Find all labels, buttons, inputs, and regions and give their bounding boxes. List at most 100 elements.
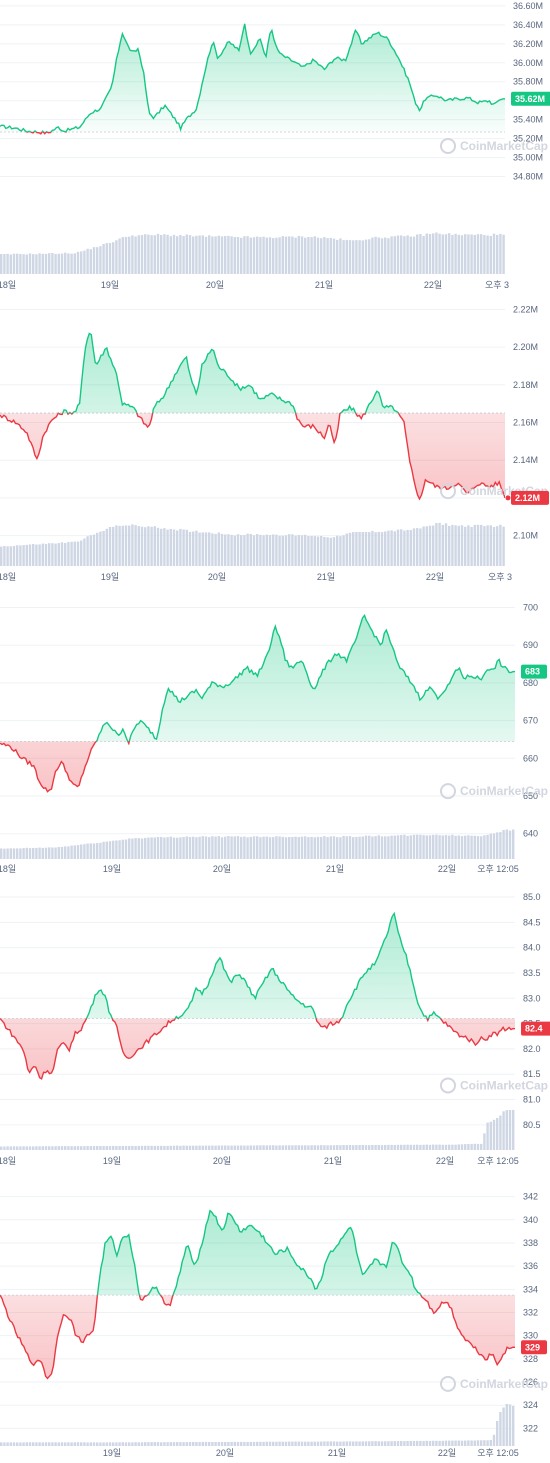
price-line-up <box>0 911 442 1019</box>
current-price-badge <box>521 664 547 679</box>
volume-bar <box>147 837 150 859</box>
volume-bar <box>323 836 326 859</box>
y-tick-label: 342 <box>523 1192 538 1202</box>
volume-bar <box>22 1146 25 1150</box>
volume-bar <box>326 537 329 566</box>
volume-bar <box>412 236 416 274</box>
x-tick-label: 20일 <box>213 1156 231 1166</box>
volume-bar <box>332 537 336 566</box>
chart-panel-4: 85.084.584.083.583.082.582.081.581.080.5… <box>0 879 550 1172</box>
volume-bar <box>70 845 73 859</box>
volume-bar <box>150 1442 153 1446</box>
volume-bar <box>368 1145 371 1150</box>
volume-bar <box>435 1144 438 1150</box>
volume-bar <box>67 542 70 566</box>
volume-bar <box>499 1115 502 1150</box>
volume-bar <box>464 1144 467 1150</box>
volume-bar <box>208 1145 211 1150</box>
volume-bar <box>435 834 438 859</box>
volume-bar <box>406 1144 409 1150</box>
x-tick-label: 21일 <box>315 280 333 290</box>
volume-bar <box>102 531 105 566</box>
volume-bar <box>310 536 313 566</box>
volume-bar <box>412 834 416 859</box>
volume-bar <box>499 1412 502 1446</box>
x-tick-label: 20일 <box>208 572 226 582</box>
volume-bar <box>76 1146 80 1150</box>
volume-bar <box>492 833 496 859</box>
y-tick-label: 83.0 <box>523 993 541 1003</box>
volume-bar <box>6 1442 9 1446</box>
volume-bar <box>265 836 268 859</box>
volume-bar <box>131 524 134 566</box>
volume-bar <box>150 837 153 859</box>
volume-bar <box>419 834 422 859</box>
x-tick-label: 18일 <box>0 280 16 290</box>
volume-bar <box>432 1144 435 1150</box>
volume-bar <box>198 836 201 859</box>
volume-bar <box>64 252 67 274</box>
volume-bar <box>28 544 32 566</box>
volume-bar <box>396 529 400 566</box>
volume-bar <box>224 836 227 859</box>
volume-bar <box>307 837 310 859</box>
volume-bar <box>451 234 454 274</box>
volume-bar <box>416 1144 419 1150</box>
volume-bar <box>284 1441 288 1446</box>
volume-bar <box>236 237 240 274</box>
volume-bar <box>166 1145 169 1150</box>
volume-bar <box>454 1440 457 1446</box>
volume-bar <box>451 834 454 859</box>
volume-bar <box>464 1440 467 1446</box>
volume-bar <box>38 1146 41 1150</box>
volume-bar <box>464 526 467 566</box>
volume-bar <box>339 837 342 859</box>
volume-bar <box>83 1146 86 1150</box>
volume-bar <box>89 1442 92 1446</box>
volume-bar <box>115 525 118 566</box>
volume-bar <box>326 837 329 859</box>
volume-bar <box>16 1442 19 1446</box>
volume-bar <box>163 1442 166 1446</box>
volume-bar <box>275 534 278 566</box>
volume-bar <box>105 841 108 859</box>
volume-bar <box>67 1442 70 1446</box>
volume-bar <box>64 1146 67 1150</box>
volume-bar <box>441 1440 444 1446</box>
volume-bar <box>156 1145 160 1150</box>
x-tick-label: 19일 <box>103 864 121 874</box>
volume-bar <box>262 1145 265 1150</box>
price-line-up <box>0 1209 422 1296</box>
volume-bar <box>336 1441 339 1446</box>
volume-bar <box>316 1145 320 1150</box>
volume-bar <box>316 1441 320 1446</box>
volume-bar <box>332 1441 336 1446</box>
volume-bar <box>496 234 499 274</box>
x-tick-label: 21일 <box>328 1448 346 1458</box>
area-fill-down <box>0 1018 515 1079</box>
volume-bar <box>169 1442 172 1446</box>
volume-bar <box>502 1407 505 1446</box>
volume-bar <box>272 1441 275 1446</box>
volume-bar <box>332 1145 336 1150</box>
volume-bar <box>297 535 300 566</box>
volume-bar <box>204 532 208 566</box>
volume-bar <box>508 1404 512 1446</box>
volume-bar <box>137 1442 140 1446</box>
volume-bar <box>230 836 233 859</box>
volume-bar <box>419 1144 422 1150</box>
volume-bar <box>313 236 316 274</box>
price-line-up <box>95 613 515 742</box>
volume-bar <box>358 1441 361 1446</box>
volume-bar <box>188 1145 192 1150</box>
volume-bar <box>409 530 412 566</box>
volume-bar <box>425 233 428 274</box>
volume-bar <box>323 1145 326 1150</box>
volume-bar <box>448 233 451 274</box>
volume-bar <box>25 1442 28 1446</box>
volume-bar <box>12 253 16 274</box>
volume-bar <box>281 535 284 566</box>
volume-bar <box>310 1145 313 1150</box>
volume-bar <box>265 534 268 566</box>
volume-bar <box>342 835 345 859</box>
